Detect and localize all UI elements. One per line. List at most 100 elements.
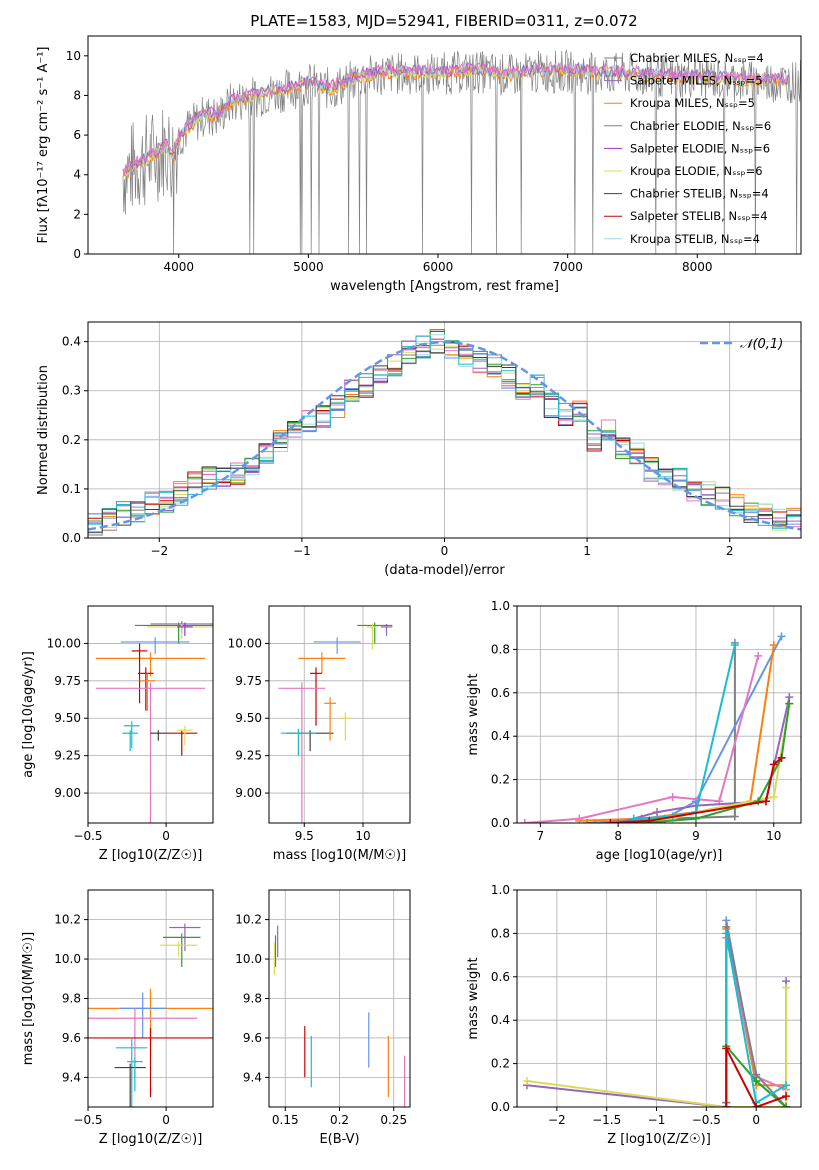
x-tick-label: 9.5 — [295, 829, 314, 843]
y-tick-label: 9.6 — [62, 1031, 81, 1045]
x-tick-label: −0.5 — [73, 829, 102, 843]
x-tick-label: 6000 — [423, 260, 454, 274]
panel-mass-vs-Z: −0.5 0 9.4 9.6 9.8 10.0 10.2 Z [log10(Z/Z☉)] mas… — [21, 889, 214, 1147]
y-tick-label: 9.00 — [235, 786, 262, 800]
x-axis-label: Z [log10(Z/Z☉)] — [99, 1132, 203, 1147]
y-tick-label: 10.00 — [228, 636, 262, 650]
panel-spectrum: 4000 5000 6000 7000 8000 0 2 4 6 8 10 wavelength [A… — [36, 35, 802, 294]
legend-entry: 𝒩(0,1) — [740, 337, 783, 352]
y-tick-label: 9.25 — [54, 749, 81, 763]
y-tick-label: 2 — [73, 207, 81, 221]
y-tick-label: 0.4 — [491, 729, 510, 743]
y-tick-label: 10.2 — [54, 913, 81, 927]
mass-weight-marker — [522, 1076, 531, 1085]
legend-entry: Chabrier MILES, Nₛₛₚ=4 — [630, 51, 764, 65]
y-tick-label: 0.0 — [491, 816, 510, 830]
x-tick-label: 0.15 — [272, 1113, 299, 1127]
x-tick-label: −1 — [648, 1113, 666, 1127]
y-tick-label: 0.2 — [491, 1057, 510, 1071]
legend-entry: Chabrier STELIB, Nₛₛₚ=4 — [630, 187, 769, 201]
mass-weight-marker — [769, 641, 778, 650]
plot-area-residuals — [88, 329, 801, 536]
y-axis-label: age [log10(age/yr)] — [21, 651, 36, 778]
y-tick-label: 9.50 — [235, 711, 262, 725]
mass-weight-marker — [730, 641, 739, 650]
mass-weight-marker — [761, 797, 770, 806]
mass-weight-marker — [769, 792, 778, 801]
y-tick-label: 9.50 — [54, 711, 81, 725]
mass-weight-line — [524, 655, 760, 823]
x-tick-label: 8 — [614, 829, 622, 843]
mass-weight-line — [633, 644, 736, 820]
mass-weight-marker — [668, 792, 677, 801]
y-tick-label: 9.4 — [62, 1070, 81, 1084]
legend-entry: Kroupa ELODIE, Nₛₛₚ=6 — [630, 164, 763, 178]
y-tick-label: 0.0 — [491, 1100, 510, 1114]
panel-age-vs-Z: −0.5 0 9.00 9.25 9.50 9.75 10.00 Z [log10(Z/Z☉)… — [21, 605, 214, 863]
mass-weight-marker — [777, 632, 786, 641]
y-tick-label: 10.00 — [47, 636, 81, 650]
mass-weight-marker — [782, 983, 791, 992]
x-tick-label: −0.5 — [692, 1113, 721, 1127]
y-tick-label: 1.0 — [491, 599, 510, 613]
plot-area-mass-vs-EBV — [273, 925, 406, 1107]
y-tick-label: 0 — [73, 247, 81, 261]
legend-entry: Salpeter ELODIE, Nₛₛₚ=6 — [630, 141, 770, 155]
panel-residuals: −2 −1 0 1 2 0.0 0.1 0.2 0.3 0.4 (data-model)/error… — [36, 321, 802, 578]
x-tick-label: 7000 — [552, 260, 583, 274]
x-tick-label: 0.2 — [330, 1113, 349, 1127]
mass-weight-marker — [722, 929, 731, 938]
x-tick-label: 8000 — [682, 260, 713, 274]
x-tick-label: 0 — [162, 829, 170, 843]
mass-weight-marker — [730, 812, 739, 821]
x-tick-label: 5000 — [293, 260, 324, 274]
x-axis-label: E(B-V) — [319, 1132, 359, 1147]
mass-weight-marker — [782, 1092, 791, 1101]
x-tick-label: 10 — [355, 829, 370, 843]
panel-age-vs-mass: 9.5 10 9.00 9.25 9.50 9.75 10.00 mass [log10(M/… — [228, 605, 411, 863]
x-axis-label: age [log10(age/yr)] — [596, 848, 723, 863]
plot-area-age-vs-mass — [278, 622, 393, 823]
y-tick-label: 9.8 — [243, 992, 262, 1006]
mass-weight-marker — [777, 753, 786, 762]
panel-mass-vs-EBV: 0.15 0.2 0.25 9.4 9.6 9.8 10.0 10.2 E(B-V) — [235, 889, 411, 1147]
y-tick-label: 0.4 — [62, 335, 81, 349]
x-tick-label: −1 — [293, 544, 311, 558]
x-tick-label: 10 — [766, 829, 781, 843]
y-tick-label: 10 — [66, 49, 81, 63]
mass-weight-line — [725, 933, 787, 1107]
y-tick-label: 0.6 — [491, 686, 510, 700]
y-tick-label: 9.75 — [54, 674, 81, 688]
mass-weight-marker — [782, 1103, 791, 1107]
y-tick-label: 0.3 — [62, 384, 81, 398]
mass-weight-marker — [575, 814, 584, 823]
y-tick-label: 1.0 — [491, 883, 510, 897]
y-tick-label: 0.0 — [62, 531, 81, 545]
x-tick-label: 0 — [441, 544, 449, 558]
y-tick-label: 4 — [73, 168, 81, 182]
x-axis-label: wavelength [Angstrom, rest frame] — [330, 279, 559, 294]
y-axis-label: Normed distribution — [36, 365, 51, 495]
x-axis-label: (data-model)/error — [384, 563, 505, 578]
mass-weight-line — [526, 987, 788, 1107]
mass-weight-line — [594, 635, 783, 823]
y-tick-label: 0.1 — [62, 482, 81, 496]
mass-weight-marker — [785, 699, 794, 708]
x-tick-label: −1.5 — [592, 1113, 621, 1127]
mass-weight-marker — [722, 1044, 731, 1053]
y-axis-label: mass weight — [466, 957, 481, 1039]
y-tick-label: 6 — [73, 128, 81, 142]
mass-weight-line — [725, 1047, 787, 1107]
spectrum-model-line — [122, 60, 789, 175]
x-axis-label: Z [log10(Z/Z☉)] — [607, 1132, 711, 1147]
panel-massweight-vs-Z: −2 −1.5 −1 −0.5 0 0.0 0.2 0.4 0.6 0.8 1.0 Z [log10(… — [466, 883, 802, 1147]
x-tick-label: −2 — [150, 544, 168, 558]
mass-weight-marker — [645, 816, 654, 823]
legend-entry: Kroupa STELIB, Nₛₛₚ=4 — [630, 232, 760, 246]
legend-entry: Chabrier ELODIE, Nₛₛₚ=6 — [630, 119, 771, 133]
y-tick-label: 0.2 — [62, 433, 81, 447]
x-tick-label: 0 — [752, 1113, 760, 1127]
x-tick-label: −2 — [548, 1113, 566, 1127]
normal-curve — [88, 340, 801, 531]
y-tick-label: 9.4 — [243, 1070, 262, 1084]
